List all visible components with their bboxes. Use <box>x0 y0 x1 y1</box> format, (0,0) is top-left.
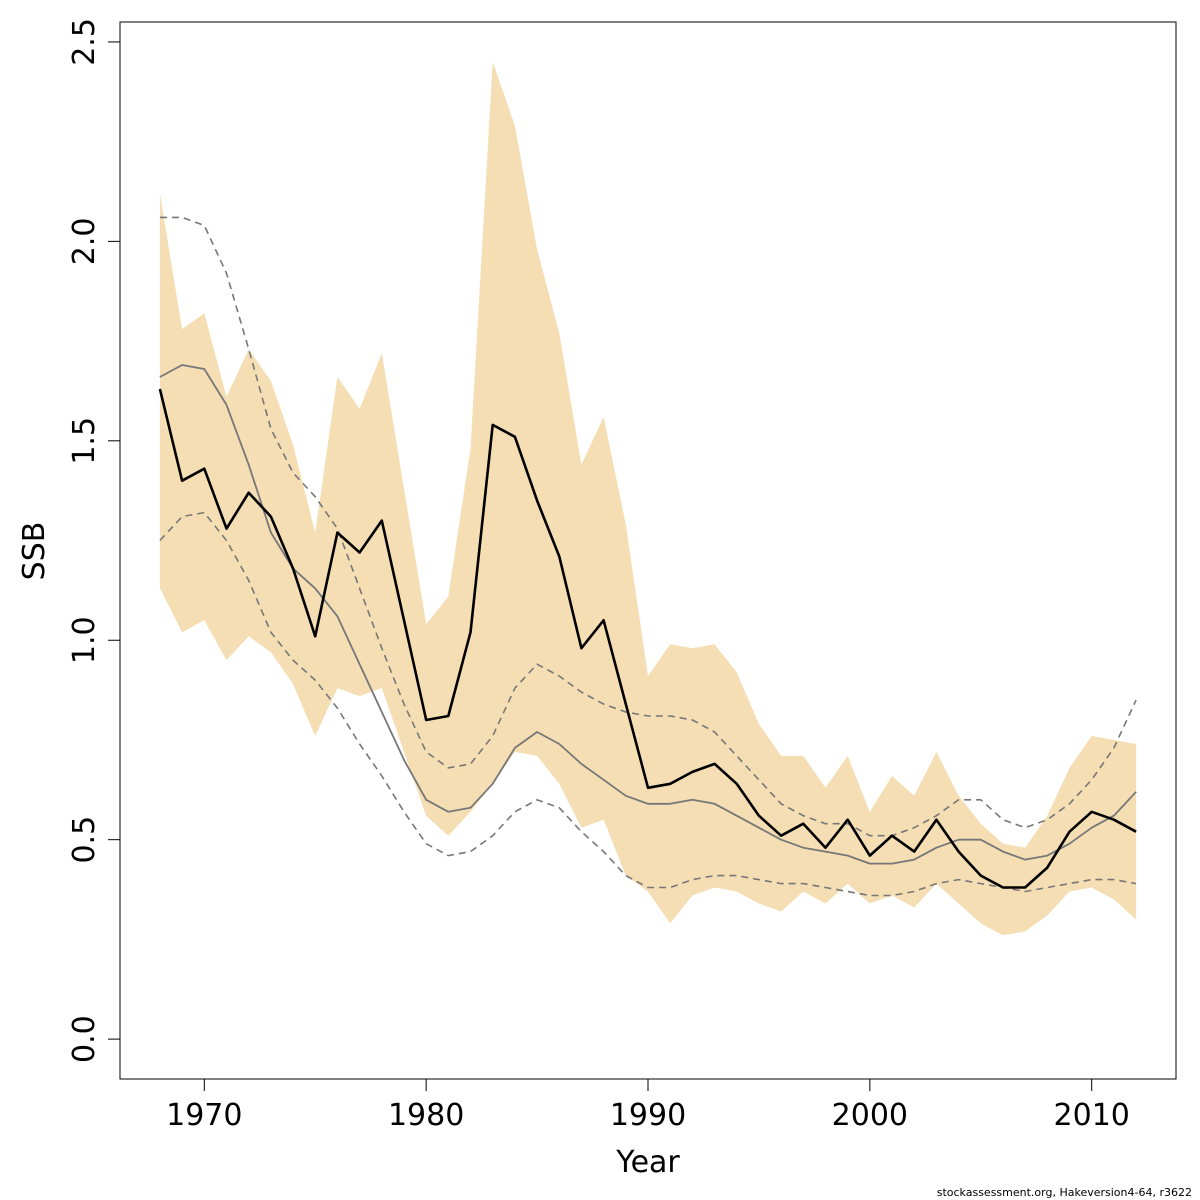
y-tick-label: 2.0 <box>67 218 102 266</box>
credit-text: stockassessment.org, Hakeversion4-64, r3… <box>937 1186 1192 1199</box>
y-tick-label: 0.0 <box>67 1015 102 1063</box>
y-axis: 0.0 0.5 1.0 1.5 2.0 2.5 <box>67 18 121 1063</box>
x-tick-label: 1980 <box>388 1098 464 1133</box>
reference-upper-line <box>159 216 1137 837</box>
x-tick-label: 1970 <box>166 1098 242 1133</box>
y-tick-label: 1.0 <box>67 616 102 664</box>
x-axis-title: Year <box>615 1145 680 1180</box>
ssb-estimate-line <box>158 388 1137 889</box>
x-tick-label: 2000 <box>832 1098 908 1133</box>
series-lines <box>158 216 1137 897</box>
y-tick-label: 0.5 <box>67 816 102 864</box>
confidence-band-area <box>159 61 1137 936</box>
y-tick-label: 2.5 <box>67 18 102 66</box>
y-tick-label: 1.5 <box>67 417 102 465</box>
confidence-band <box>159 61 1137 936</box>
x-tick-label: 1990 <box>610 1098 686 1133</box>
x-tick-label: 2010 <box>1054 1098 1130 1133</box>
y-axis-title: SSB <box>17 522 52 581</box>
x-axis: 1970 1980 1990 2000 2010 <box>166 1078 1130 1133</box>
reference-lower-line <box>159 511 1137 897</box>
